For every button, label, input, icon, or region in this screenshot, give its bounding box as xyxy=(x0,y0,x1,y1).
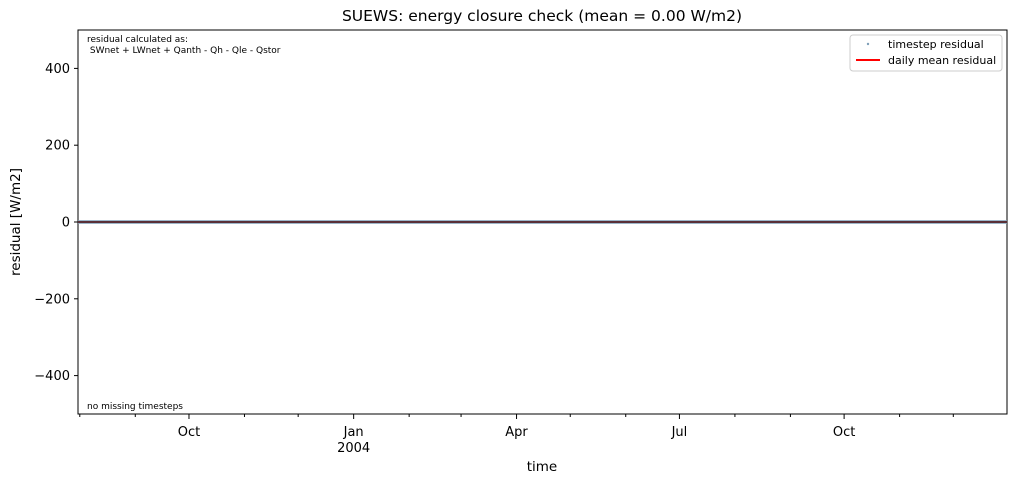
x-tick-label: Jan xyxy=(343,425,364,440)
y-tick-label: 0 xyxy=(62,216,70,231)
x-tick-label: Oct xyxy=(178,425,200,440)
y-axis: −400 −200 0 200 400 xyxy=(34,62,78,384)
x-tick-label: Jul xyxy=(671,425,688,440)
x-tick-year-label: 2004 xyxy=(337,441,370,456)
missing-timesteps-annotation: no missing timesteps xyxy=(87,402,183,412)
y-axis-label: residual [W/m2] xyxy=(8,168,24,276)
formula-annotation-line2: SWnet + LWnet + Qanth - Qh - Qle - Qstor xyxy=(87,46,281,56)
y-tick-label: 400 xyxy=(45,62,70,77)
x-tick-label: Oct xyxy=(833,425,855,440)
x-tick-label: Apr xyxy=(505,425,528,440)
chart-title: SUEWS: energy closure check (mean = 0.00… xyxy=(342,7,742,25)
legend: timestep residual daily mean residual xyxy=(849,34,1003,72)
plot-area xyxy=(77,29,1008,415)
legend-box xyxy=(849,34,1003,72)
y-tick-label: 200 xyxy=(45,139,70,154)
legend-label-timestep: timestep residual xyxy=(888,38,984,51)
legend-marker-timestep xyxy=(866,42,870,46)
x-axis-label: time xyxy=(527,459,558,475)
y-tick-label: −200 xyxy=(34,292,70,307)
formula-annotation-line1: residual calculated as: xyxy=(87,35,188,45)
y-tick-label: −400 xyxy=(34,369,70,384)
legend-label-daily: daily mean residual xyxy=(888,54,996,67)
